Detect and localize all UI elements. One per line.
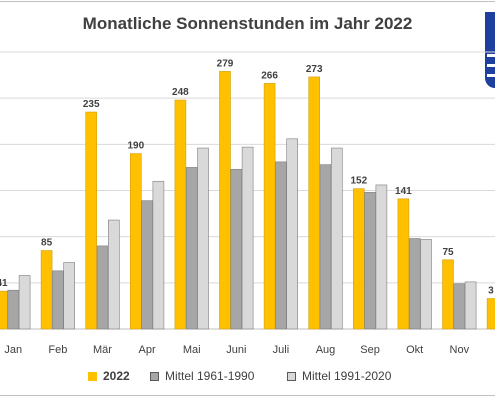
bar-juli-series-2	[286, 138, 299, 330]
x-tick-nov: Nov	[450, 344, 470, 356]
data-label-juni: 279	[217, 58, 234, 69]
bar-juli-series-1	[275, 161, 287, 330]
x-tick-juni: Juni	[226, 344, 246, 356]
bar-mär-series-2	[108, 219, 120, 330]
data-label-juli: 266	[261, 70, 278, 81]
bar-jan-series-1	[7, 289, 20, 330]
data-label-apr: 190	[127, 141, 144, 152]
x-tick-mai: Mai	[183, 344, 201, 356]
data-labels: 41 85 235 190 248 279 266 273 152 141 75 3	[0, 58, 494, 296]
x-tick-juli: Juli	[273, 344, 290, 356]
legend-item-mittel-1991-2020: Mittel 1991-2020	[287, 369, 391, 383]
bar-okt-series-1	[408, 238, 421, 330]
x-tick-feb: Feb	[48, 344, 67, 356]
data-label-jan: 41	[0, 278, 8, 289]
legend-swatch-2022	[88, 371, 97, 381]
bar-aug-series-1	[319, 164, 332, 330]
bar-nov-series-1	[453, 283, 466, 330]
bar-apr-series-1	[141, 200, 153, 330]
data-label-aug: 273	[306, 64, 323, 75]
bar-aug-series-2	[330, 147, 343, 330]
bar-aug-series-0	[308, 76, 321, 330]
legend-label-2022: 2022	[103, 369, 130, 383]
bar-okt-series-2	[420, 239, 432, 330]
data-label-mär: 235	[83, 99, 100, 110]
bar-jan-series-2	[18, 275, 31, 330]
bar-feb-series-1	[52, 270, 64, 330]
legend-item-mittel-1961-1990: Mittel 1961-1990	[150, 369, 254, 383]
bar-sep-series-0	[352, 188, 365, 330]
data-label-mai: 248	[172, 87, 189, 98]
legend-label-mittel-1961-1990: Mittel 1961-1990	[165, 369, 255, 383]
bar-mär-series-0	[85, 111, 97, 330]
chart-title: Monatliche Sonnenstunden im Jahr 2022	[82, 14, 413, 33]
x-tick-okt: Okt	[406, 344, 423, 356]
data-label-okt: 141	[395, 186, 412, 197]
bar-sep-series-1	[364, 192, 376, 330]
x-tick-jan: Jan	[4, 344, 22, 356]
x-tick-mär: Mär	[93, 344, 112, 356]
bar-mär-series-1	[96, 245, 109, 330]
legend-item-2022: 2022	[88, 369, 130, 383]
bar-apr-series-2	[152, 180, 165, 330]
legend-swatch-mittel-1961-1990	[150, 371, 159, 381]
bar-nov-series-0	[442, 259, 454, 330]
bar-mai-series-1	[185, 167, 198, 330]
bar-mai-series-2	[197, 147, 209, 330]
data-label-nov: 75	[442, 247, 454, 258]
bar-mai-series-0	[174, 99, 187, 330]
bar-feb-series-2	[63, 262, 76, 330]
bar-juni-series-2	[241, 146, 254, 330]
x-tick-labels: Jan Feb Mär Apr Mai Juni Juli Aug Sep Okt Nov	[4, 344, 469, 356]
bar-juni-series-1	[230, 168, 243, 330]
bar-okt-series-0	[397, 198, 410, 330]
data-label-sep: 152	[350, 176, 367, 187]
bar-juni-series-0	[219, 71, 231, 330]
coat-of-arms-icon	[485, 12, 495, 88]
bar-partial-right	[486, 298, 495, 330]
data-label-feb: 85	[41, 238, 53, 249]
bar-juli-series-0	[263, 83, 276, 330]
bar-apr-series-0	[130, 153, 142, 330]
bar-jan-series-0	[0, 290, 8, 330]
legend-swatch-mittel-1991-2020	[287, 371, 296, 381]
bar-sep-series-2	[375, 184, 388, 330]
bars	[0, 71, 495, 330]
x-tick-sep: Sep	[360, 344, 380, 356]
x-tick-apr: Apr	[139, 344, 156, 356]
legend-label-mittel-1991-2020: Mittel 1991-2020	[302, 369, 392, 383]
bar-feb-series-0	[40, 250, 53, 330]
x-tick-aug: Aug	[316, 344, 336, 356]
data-label-partial-right: 3	[488, 286, 494, 297]
bar-nov-series-2	[464, 281, 477, 330]
